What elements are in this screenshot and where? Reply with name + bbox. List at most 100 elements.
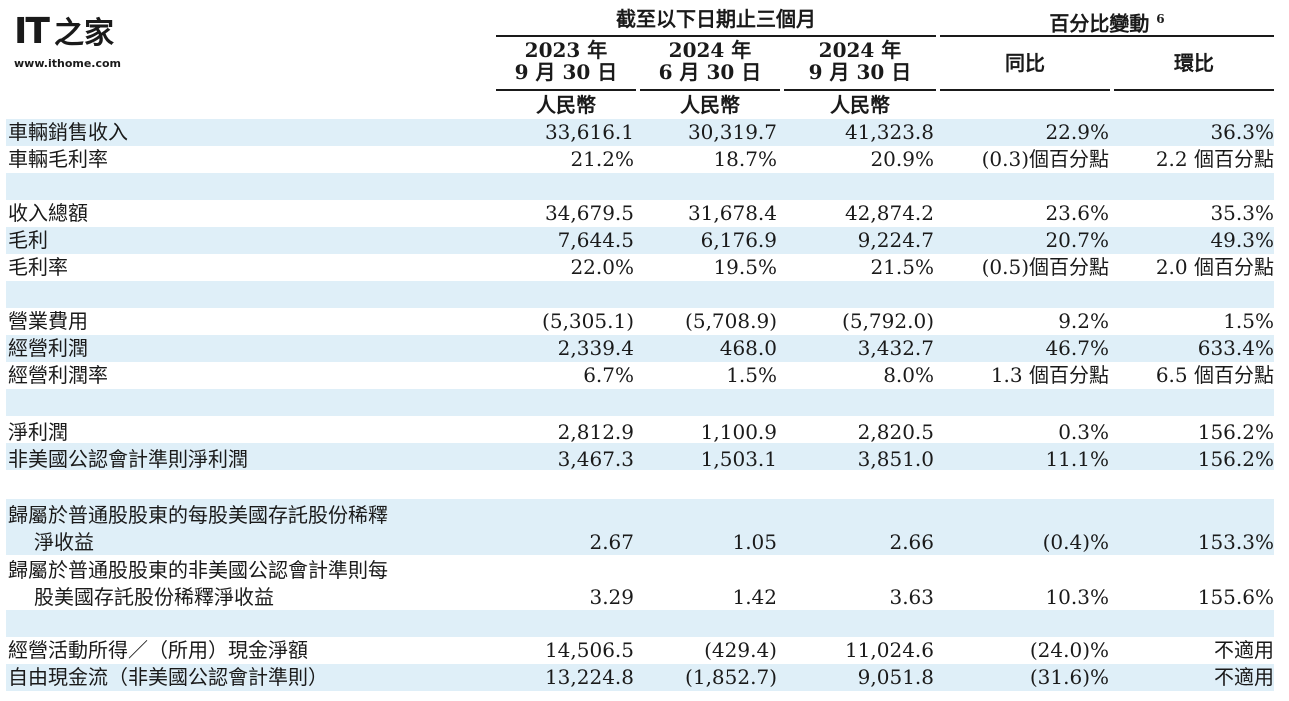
- row-label: 淨利潤: [8, 420, 68, 444]
- header-rule-change: [940, 35, 1274, 37]
- row-value-2024q3: 9,051.8: [857, 665, 934, 689]
- table-row: 車輛毛利率 21.2% 18.7% 20.9% (0.3)個百分點 2.2 個百…: [0, 146, 1289, 173]
- table-row: 股美國存託股份稀釋淨收益 3.29 1.42 3.63 10.3% 155.6%: [0, 584, 1289, 611]
- row-label: 毛利: [8, 228, 48, 252]
- table-row: 經營活動所得／（所用）現金淨額 14,506.5 (429.4) 11,024.…: [0, 637, 1289, 664]
- row-value-2023q3: 2,812.9: [557, 420, 634, 444]
- table-row: 經營利潤 2,339.4 468.0 3,432.7 46.7% 633.4%: [0, 335, 1289, 362]
- row-value-2024q3: 3,432.7: [857, 336, 934, 360]
- row-band: [6, 443, 1274, 470]
- table-row-label-line1: 歸屬於普通股股東的每股美國存託股份稀釋: [0, 502, 1289, 529]
- col3-year: 2024 年: [818, 38, 902, 62]
- row-band: [6, 499, 1274, 555]
- logo-brand-it: IT: [14, 11, 50, 52]
- row-value-2024q2: 1,100.9: [700, 420, 777, 444]
- row-value-2024q3: 2.66: [889, 530, 934, 554]
- row-value-qoq: 156.2%: [1197, 420, 1274, 444]
- row-band: [6, 281, 1274, 308]
- col3-rule: [784, 89, 936, 91]
- row-value-qoq: 49.3%: [1210, 228, 1274, 252]
- row-value-yoy: (0.4)%: [1042, 530, 1109, 554]
- table-row: 非美國公認會計準則淨利潤 3,467.3 1,503.1 3,851.0 11.…: [0, 446, 1289, 473]
- row-value-yoy: 46.7%: [1045, 336, 1109, 360]
- row-label-continued: 淨收益: [34, 530, 94, 554]
- row-value-2024q3: 9,224.7: [857, 228, 934, 252]
- row-value-qoq: 2.2 個百分點: [1155, 147, 1274, 171]
- row-value-2024q2: 1,503.1: [700, 447, 777, 471]
- row-label: 車輛毛利率: [8, 147, 108, 171]
- table-row: 毛利 7,644.5 6,176.9 9,224.7 20.7% 49.3%: [0, 227, 1289, 254]
- col2-header: 2024 年 6 月 30 日: [640, 39, 780, 83]
- row-label: 歸屬於普通股股東的每股美國存託股份稀釋: [8, 503, 388, 527]
- row-value-2023q3: 6.7%: [583, 363, 634, 387]
- col4-rule: [940, 89, 1110, 91]
- row-value-2023q3: 2.67: [589, 530, 634, 554]
- row-value-2024q2: (1,852.7): [685, 665, 777, 689]
- table-row: 毛利率 22.0% 19.5% 21.5% (0.5)個百分點 2.0 個百分點: [0, 254, 1289, 281]
- col3-date: 9 月 30 日: [808, 60, 912, 84]
- col2-date: 6 月 30 日: [658, 60, 762, 84]
- col3-unit: 人民幣: [830, 93, 890, 117]
- row-value-yoy: (31.6)%: [1029, 665, 1109, 689]
- row-value-yoy: (0.5)個百分點: [981, 255, 1109, 279]
- table-row: 自由現金流（非美國公認會計準則） 13,224.8 (1,852.7) 9,05…: [0, 664, 1289, 691]
- row-band: [6, 664, 1274, 691]
- col2-rule: [640, 89, 780, 91]
- col3-header: 2024 年 9 月 30 日: [784, 39, 936, 83]
- row-label: 車輛銷售收入: [8, 120, 128, 144]
- row-value-2024q2: 18.7%: [713, 147, 777, 171]
- row-value-yoy: 0.3%: [1058, 420, 1109, 444]
- table-row: 經營利潤率 6.7% 1.5% 8.0% 1.3 個百分點 6.5 個百分點: [0, 362, 1289, 389]
- row-label: 歸屬於普通股股東的非美國公認會計準則每: [8, 558, 388, 582]
- row-value-qoq: 36.3%: [1210, 120, 1274, 144]
- row-value-2024q3: (5,792.0): [842, 309, 934, 333]
- row-value-2024q3: 3,851.0: [857, 447, 934, 471]
- row-value-qoq: 153.3%: [1197, 530, 1274, 554]
- row-value-2023q3: 7,644.5: [557, 228, 634, 252]
- row-value-qoq: 不適用: [1214, 665, 1274, 689]
- row-label: 經營利潤率: [8, 363, 108, 387]
- table-row-label-line1: 歸屬於普通股股東的非美國公認會計準則每: [0, 557, 1289, 584]
- header-rule-quarter: [496, 35, 936, 37]
- table-row: 車輛銷售收入 33,616.1 30,319.7 41,323.8 22.9% …: [0, 119, 1289, 146]
- row-value-qoq: 156.2%: [1197, 447, 1274, 471]
- row-value-2024q2: 19.5%: [713, 255, 777, 279]
- row-value-2024q3: 3.63: [889, 585, 934, 609]
- row-band: [6, 335, 1274, 362]
- row-value-yoy: 10.3%: [1045, 585, 1109, 609]
- row-value-2024q3: 20.9%: [870, 147, 934, 171]
- row-label: 營業費用: [8, 309, 88, 333]
- row-value-2023q3: 21.2%: [570, 147, 634, 171]
- table-row: 淨收益 2.67 1.05 2.66 (0.4)% 153.3%: [0, 529, 1289, 556]
- table-row: 收入總額 34,679.5 31,678.4 42,874.2 23.6% 35…: [0, 200, 1289, 227]
- row-value-2024q3: 11,024.6: [844, 638, 934, 662]
- row-value-yoy: (24.0)%: [1029, 638, 1109, 662]
- row-label: 毛利率: [8, 255, 68, 279]
- row-value-yoy: 23.6%: [1045, 201, 1109, 225]
- row-value-qoq: 1.5%: [1223, 309, 1274, 333]
- row-value-2024q3: 42,874.2: [844, 201, 934, 225]
- table-row: 淨利潤 2,812.9 1,100.9 2,820.5 0.3% 156.2%: [0, 419, 1289, 446]
- row-label: 收入總額: [8, 201, 88, 225]
- row-value-2024q2: (429.4): [704, 638, 777, 662]
- row-value-2024q2: 1.5%: [726, 363, 777, 387]
- row-value-2024q2: 468.0: [719, 336, 777, 360]
- row-value-2024q2: (5,708.9): [685, 309, 777, 333]
- header-change-footnote: 6: [1156, 12, 1165, 26]
- col5-header: 環比: [1174, 51, 1214, 75]
- row-value-yoy: 22.9%: [1045, 120, 1109, 144]
- row-value-2023q3: 33,616.1: [544, 120, 634, 144]
- row-value-yoy: (0.3)個百分點: [981, 147, 1109, 171]
- logo-url: www.ithome.com: [14, 57, 122, 70]
- header-change-label: 百分比變動: [1049, 11, 1150, 36]
- row-value-yoy: 1.3 個百分點: [990, 363, 1109, 387]
- row-value-2024q2: 1.42: [732, 585, 777, 609]
- col2-year: 2024 年: [668, 38, 752, 62]
- row-value-2024q3: 2,820.5: [857, 420, 934, 444]
- header-change-group: 百分比變動 6: [940, 8, 1274, 35]
- row-value-yoy: 20.7%: [1045, 228, 1109, 252]
- col1-unit: 人民幣: [536, 93, 596, 117]
- row-value-2024q2: 31,678.4: [687, 201, 777, 225]
- row-band: [6, 227, 1274, 254]
- col4-header: 同比: [1005, 51, 1045, 75]
